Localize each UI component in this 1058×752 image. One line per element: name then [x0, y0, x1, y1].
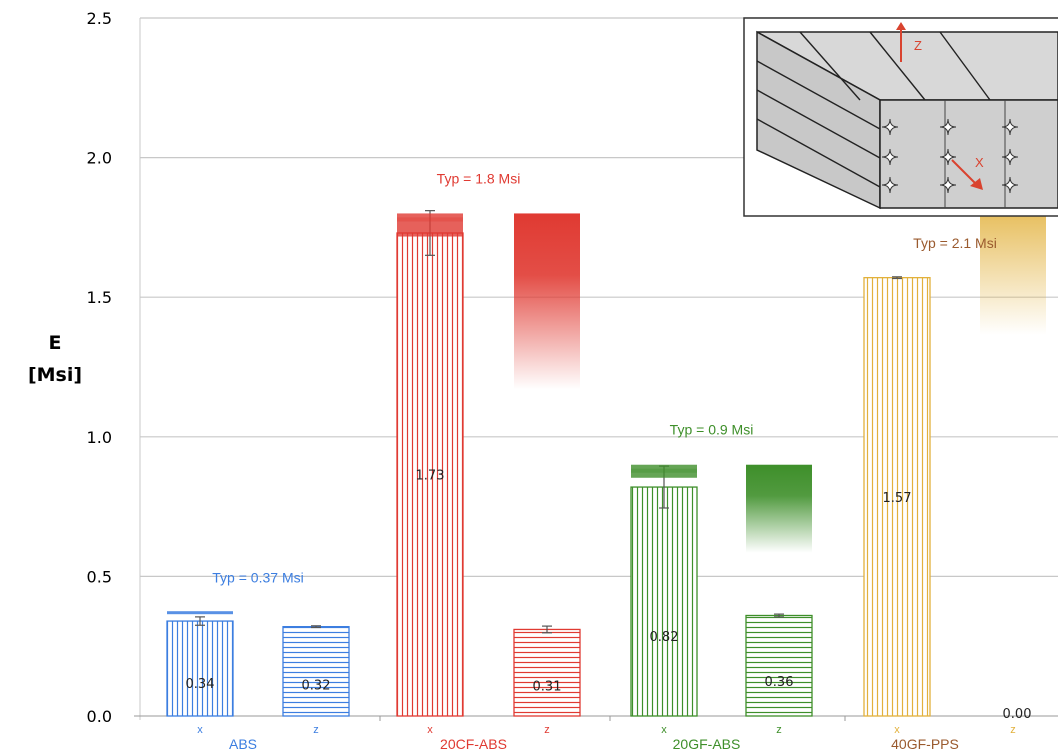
y-tick-label: 1.5 — [87, 288, 112, 307]
z-arrow-head — [896, 22, 906, 30]
bar — [166, 620, 234, 717]
orientation-label: z — [313, 724, 319, 736]
bar — [513, 628, 581, 717]
category-label: 20CF-ABS — [440, 736, 507, 752]
layer-line — [756, 89, 881, 159]
error-bar — [892, 276, 902, 280]
y-axis: 0.0 0.5 1.0 1.5 2.0 2.5 E [Msi] — [28, 9, 1058, 726]
error-bar — [542, 625, 552, 634]
fiber-mark — [1001, 118, 1019, 136]
orientation-inset: ZX — [743, 17, 1058, 217]
fiber-mark — [939, 176, 957, 194]
typ-gradient-block — [746, 464, 812, 553]
y-axis-title: E — [49, 332, 62, 354]
y-tick-label: 0.5 — [87, 567, 112, 586]
orientation-label: x — [197, 724, 203, 736]
bar — [863, 277, 931, 717]
bar-group — [166, 611, 350, 717]
category-label: 20GF-ABS — [673, 736, 741, 752]
typ-marker-fade — [397, 217, 463, 222]
category-label: ABS — [229, 736, 257, 752]
orientation-label: x — [894, 724, 900, 736]
block-front-face — [879, 99, 1058, 209]
y-tick-label: 0.0 — [87, 707, 112, 726]
typ-marker — [631, 464, 697, 478]
layer-line — [869, 31, 926, 101]
layer-line — [756, 60, 881, 130]
bar-group — [863, 129, 1046, 717]
error-bar — [195, 616, 205, 626]
data-label: 1.57 — [883, 491, 912, 506]
data-label: 0.31 — [533, 680, 562, 695]
x-arrow — [951, 159, 977, 185]
orientation-label: x — [661, 724, 667, 736]
bar — [745, 614, 813, 717]
error-bar — [311, 625, 321, 629]
orientation-label: z — [544, 724, 550, 736]
fiber-mark — [881, 148, 899, 166]
y-tick-label: 2.0 — [87, 149, 112, 168]
typ-marker — [167, 611, 233, 615]
y-axis-title: [Msi] — [28, 364, 82, 386]
typ-label: Typ = 1.8 Msi — [437, 170, 521, 186]
orientation-label: z — [776, 724, 782, 736]
data-label: 0.32 — [302, 679, 331, 694]
orientation-label: z — [1010, 724, 1016, 736]
orientation-label: x — [427, 724, 433, 736]
bar — [396, 232, 464, 717]
typ-label: Typ = 2.1 Msi — [913, 235, 997, 251]
data-label: 0.00 — [1003, 707, 1032, 722]
layer-line — [799, 31, 861, 101]
y-tick-label: 1.0 — [87, 428, 112, 447]
typ-gradient-block — [514, 213, 580, 390]
fiber-mark — [939, 118, 957, 136]
layer-line — [756, 118, 881, 188]
data-label: 0.36 — [765, 675, 794, 690]
data-label: 0.82 — [650, 630, 679, 645]
typ-marker-fade — [631, 468, 697, 473]
fiber-mark — [939, 148, 957, 166]
z-label: Z — [914, 38, 922, 53]
error-bar — [774, 613, 784, 618]
data-label: 0.34 — [186, 677, 215, 692]
x-arrow-head — [970, 178, 983, 190]
fiber-mark — [881, 118, 899, 136]
bars — [166, 129, 1046, 717]
typ-label: Typ = 0.9 Msi — [670, 422, 754, 438]
fiber-mark — [881, 176, 899, 194]
data-label: 1.73 — [416, 468, 445, 483]
labels: 0.34 x 0.32 z Typ = 0.37 Msi ABS 1.73 x 0.31 z Typ… — [186, 170, 1032, 752]
y-tick-label: 2.5 — [87, 9, 112, 28]
bar — [282, 626, 350, 717]
bar-group — [630, 464, 813, 717]
typ-label: Typ = 0.37 Msi — [212, 570, 303, 586]
bar — [630, 486, 698, 717]
fiber-mark — [1001, 148, 1019, 166]
typ-marker — [397, 213, 463, 237]
bar-group — [396, 210, 581, 717]
category-label: 40GF-PPS — [891, 736, 959, 752]
fiber-mark — [1001, 176, 1019, 194]
x-label: X — [975, 155, 984, 170]
layer-line — [939, 31, 991, 101]
